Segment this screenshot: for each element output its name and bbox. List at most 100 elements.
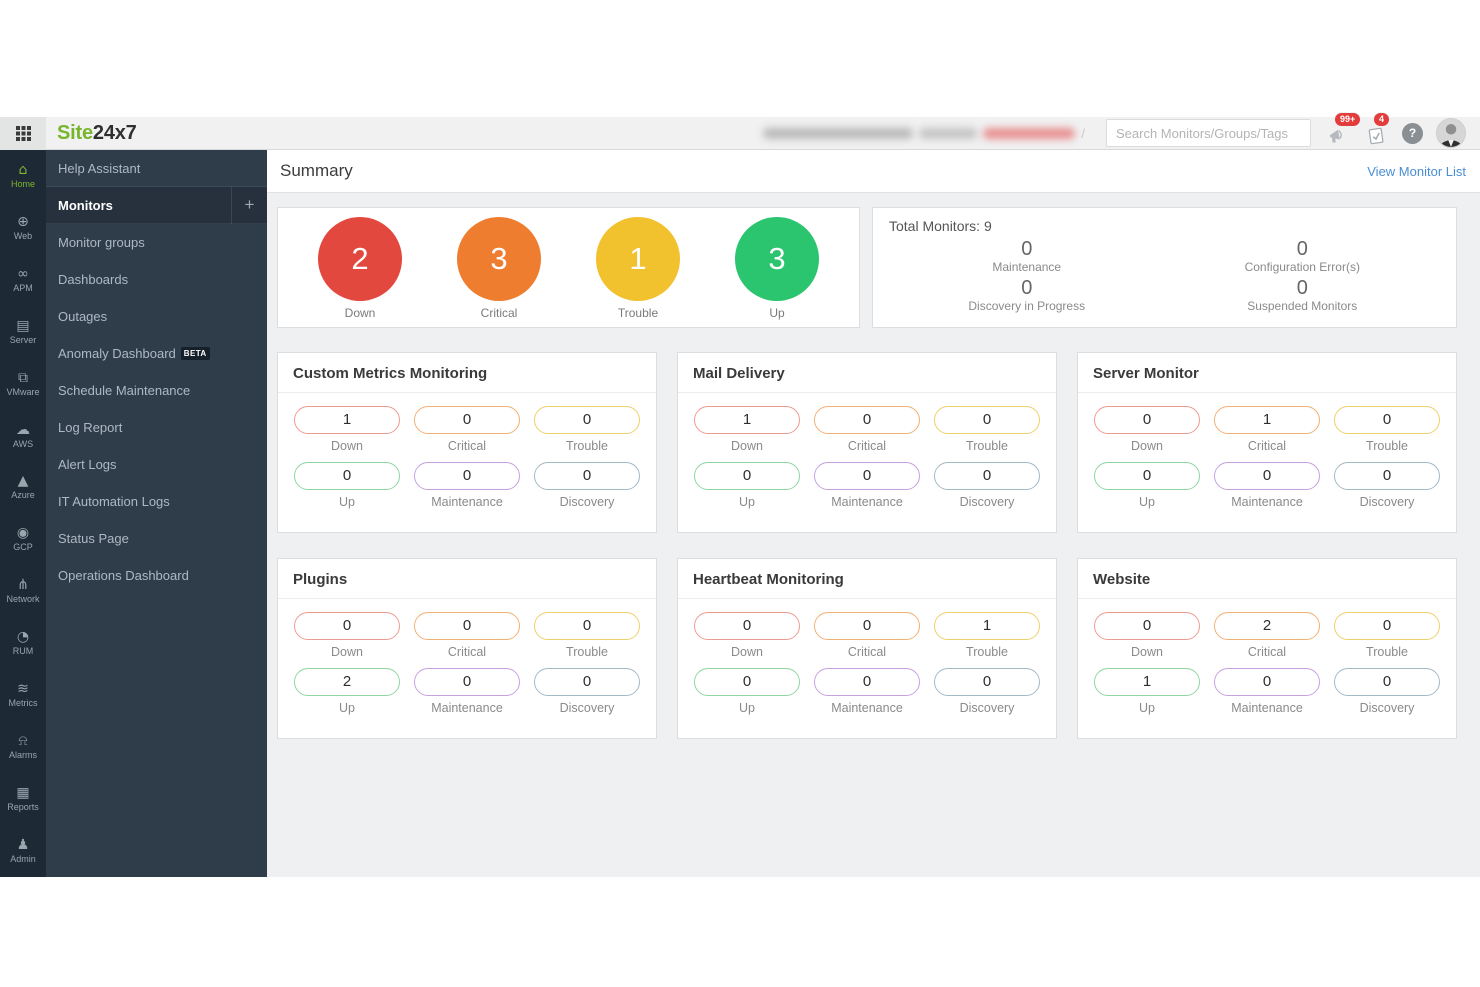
logo-part-dark: 24x7 (92, 121, 137, 144)
maintenance-count-pill[interactable]: 0 (414, 462, 520, 490)
rail-item-vmware[interactable]: ⧉ VMware (6, 369, 40, 397)
question-mark-icon: ? (1408, 126, 1417, 140)
sidebar-item-outages[interactable]: Outages (58, 309, 108, 324)
page-title: Summary (280, 161, 353, 180)
rail-item-aws[interactable]: ☁ AWS (12, 421, 34, 449)
maintenance-count-pill[interactable]: 0 (1214, 462, 1320, 490)
user-avatar[interactable] (1436, 118, 1466, 148)
view-monitor-list-link[interactable]: View Monitor List (1367, 163, 1466, 179)
card-title: Custom Metrics Monitoring (278, 353, 656, 393)
rail-item-network[interactable]: ⋔ Network (6, 577, 40, 605)
sidebar-item-anomaly-dashboard[interactable]: Anomaly Dashboard BETA (46, 335, 267, 372)
critical-count-pill[interactable]: 1 (1214, 406, 1320, 434)
left-icon-rail: ⌂ Home ⊕ Web ∞ APM ▤ Server ⧉ VMware ☁ A… (0, 150, 46, 877)
maintenance-count-pill[interactable]: 0 (814, 462, 920, 490)
rail-item-reports[interactable]: ▦ Reports (7, 785, 39, 813)
trouble-count-circle[interactable]: 1 (596, 217, 680, 301)
sidebar-item-monitor-groups[interactable]: Monitor groups (58, 235, 145, 250)
rail-item-apm[interactable]: ∞ APM (13, 265, 33, 293)
up-count-pill[interactable]: 1 (1094, 668, 1200, 696)
bell-icon: ⍾ (18, 733, 28, 750)
admin-person-icon: ♟ (16, 836, 30, 853)
critical-count-pill[interactable]: 0 (814, 612, 920, 640)
down-count-pill[interactable]: 1 (294, 406, 400, 434)
trouble-count-pill[interactable]: 0 (534, 612, 640, 640)
up-count-pill[interactable]: 0 (694, 668, 800, 696)
critical-count-pill[interactable]: 0 (414, 612, 520, 640)
sidebar-item-monitors[interactable]: Monitors + (46, 186, 267, 224)
trouble-count-pill[interactable]: 0 (534, 406, 640, 434)
app-launcher-button[interactable] (0, 116, 46, 150)
critical-count-pill[interactable]: 0 (414, 406, 520, 434)
discovery-count-pill[interactable]: 0 (1334, 668, 1440, 696)
critical-count-pill[interactable]: 2 (1214, 612, 1320, 640)
down-count-pill[interactable]: 0 (1094, 612, 1200, 640)
rail-item-alarms[interactable]: ⍾ Alarms (8, 733, 37, 761)
discovery-count-pill[interactable]: 0 (934, 668, 1040, 696)
discovery-count-pill[interactable]: 0 (534, 668, 640, 696)
rail-item-server[interactable]: ▤ Server (9, 317, 37, 345)
down-count-circle[interactable]: 2 (318, 217, 402, 301)
tasks-button[interactable]: 4 (1363, 112, 1391, 146)
down-count-pill[interactable]: 0 (694, 612, 800, 640)
up-count-circle[interactable]: 3 (735, 217, 819, 301)
announcements-button[interactable]: 99+ (1324, 112, 1362, 146)
grid-icon (15, 125, 31, 141)
globe-pulse-icon: ◔ (16, 629, 30, 646)
checklist-icon (1368, 127, 1384, 145)
card-website: Website 0 Down 2 Critical 0 Trouble 1 Up 0 Ma… (1077, 558, 1457, 739)
down-count-pill[interactable]: 0 (294, 612, 400, 640)
sidebar-item-alert-logs[interactable]: Alert Logs (58, 457, 117, 472)
up-count-pill[interactable]: 0 (1094, 462, 1200, 490)
up-count-pill[interactable]: 0 (694, 462, 800, 490)
critical-count-circle[interactable]: 3 (457, 217, 541, 301)
sidebar-item-log-report[interactable]: Log Report (58, 420, 123, 435)
rail-item-admin[interactable]: ♟ Admin (10, 836, 36, 864)
trouble-count-pill[interactable]: 0 (1334, 612, 1440, 640)
person-photo-icon (1437, 119, 1465, 147)
sidebar-item-it-automation-logs[interactable]: IT Automation Logs (58, 494, 170, 509)
discovery-count-pill[interactable]: 0 (1334, 462, 1440, 490)
add-monitor-button[interactable]: + (231, 186, 267, 224)
rail-item-rum[interactable]: ◔ RUM (12, 629, 34, 657)
sidebar-item-help-assistant[interactable]: Help Assistant (46, 150, 267, 187)
search-input[interactable] (1106, 119, 1311, 147)
sidebar-item-operations-dashboard[interactable]: Operations Dashboard (58, 568, 189, 583)
rail-item-azure[interactable]: ▲ Azure (11, 473, 35, 501)
trouble-count-pill[interactable]: 0 (1334, 406, 1440, 434)
tasks-badge: 4 (1373, 112, 1391, 127)
main-area: Summary View Monitor List 2 Down 3 Criti… (267, 150, 1480, 877)
layered-squares-icon: ⧉ (18, 369, 28, 386)
trouble-count-pill[interactable]: 0 (934, 406, 1040, 434)
home-icon: ⌂ (18, 161, 28, 178)
layers-icon: ≋ (17, 681, 29, 698)
monitor-type-cards: Custom Metrics Monitoring 1 Down 0 Critica… (277, 352, 1457, 739)
azure-triangle-icon: ▲ (17, 473, 29, 490)
sidebar-item-status-page[interactable]: Status Page (58, 531, 129, 546)
down-count-pill[interactable]: 0 (1094, 406, 1200, 434)
stat-configuration-errors: 0 Configuration Error(s) (1244, 238, 1360, 274)
rail-item-home[interactable]: ⌂ Home (10, 161, 35, 189)
redacted-text-block (763, 127, 914, 139)
rail-item-gcp[interactable]: ◉ GCP (13, 525, 33, 553)
critical-count-pill[interactable]: 0 (814, 406, 920, 434)
sidebar-item-dashboards[interactable]: Dashboards (58, 272, 129, 287)
trouble-count-pill[interactable]: 1 (934, 612, 1040, 640)
top-bar: Site24x7 / 99+ (0, 112, 1480, 150)
rail-item-web[interactable]: ⊕ Web (13, 213, 33, 241)
card-heartbeat-monitoring: Heartbeat Monitoring 0 Down 0 Critical 1 Tr… (677, 558, 1057, 739)
sidebar-item-schedule-maintenance[interactable]: Schedule Maintenance (58, 383, 191, 398)
card-title: Mail Delivery (678, 353, 1056, 393)
maintenance-count-pill[interactable]: 0 (1214, 668, 1320, 696)
help-button[interactable]: ? (1402, 122, 1423, 144)
total-monitors-title: Total Monitors: 9 (889, 218, 992, 234)
maintenance-count-pill[interactable]: 0 (814, 668, 920, 696)
card-custom-metrics-monitoring: Custom Metrics Monitoring 1 Down 0 Critica… (277, 352, 657, 533)
discovery-count-pill[interactable]: 0 (934, 462, 1040, 490)
down-count-pill[interactable]: 1 (694, 406, 800, 434)
maintenance-count-pill[interactable]: 0 (414, 668, 520, 696)
up-count-pill[interactable]: 0 (294, 462, 400, 490)
rail-item-metrics[interactable]: ≋ Metrics (8, 681, 38, 709)
up-count-pill[interactable]: 2 (294, 668, 400, 696)
discovery-count-pill[interactable]: 0 (534, 462, 640, 490)
